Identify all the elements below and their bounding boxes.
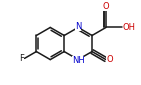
Text: F: F — [19, 54, 24, 63]
Text: NH: NH — [72, 56, 84, 65]
Text: N: N — [75, 22, 81, 31]
Text: O: O — [106, 55, 113, 64]
Text: O: O — [103, 2, 109, 11]
Text: OH: OH — [123, 23, 136, 32]
